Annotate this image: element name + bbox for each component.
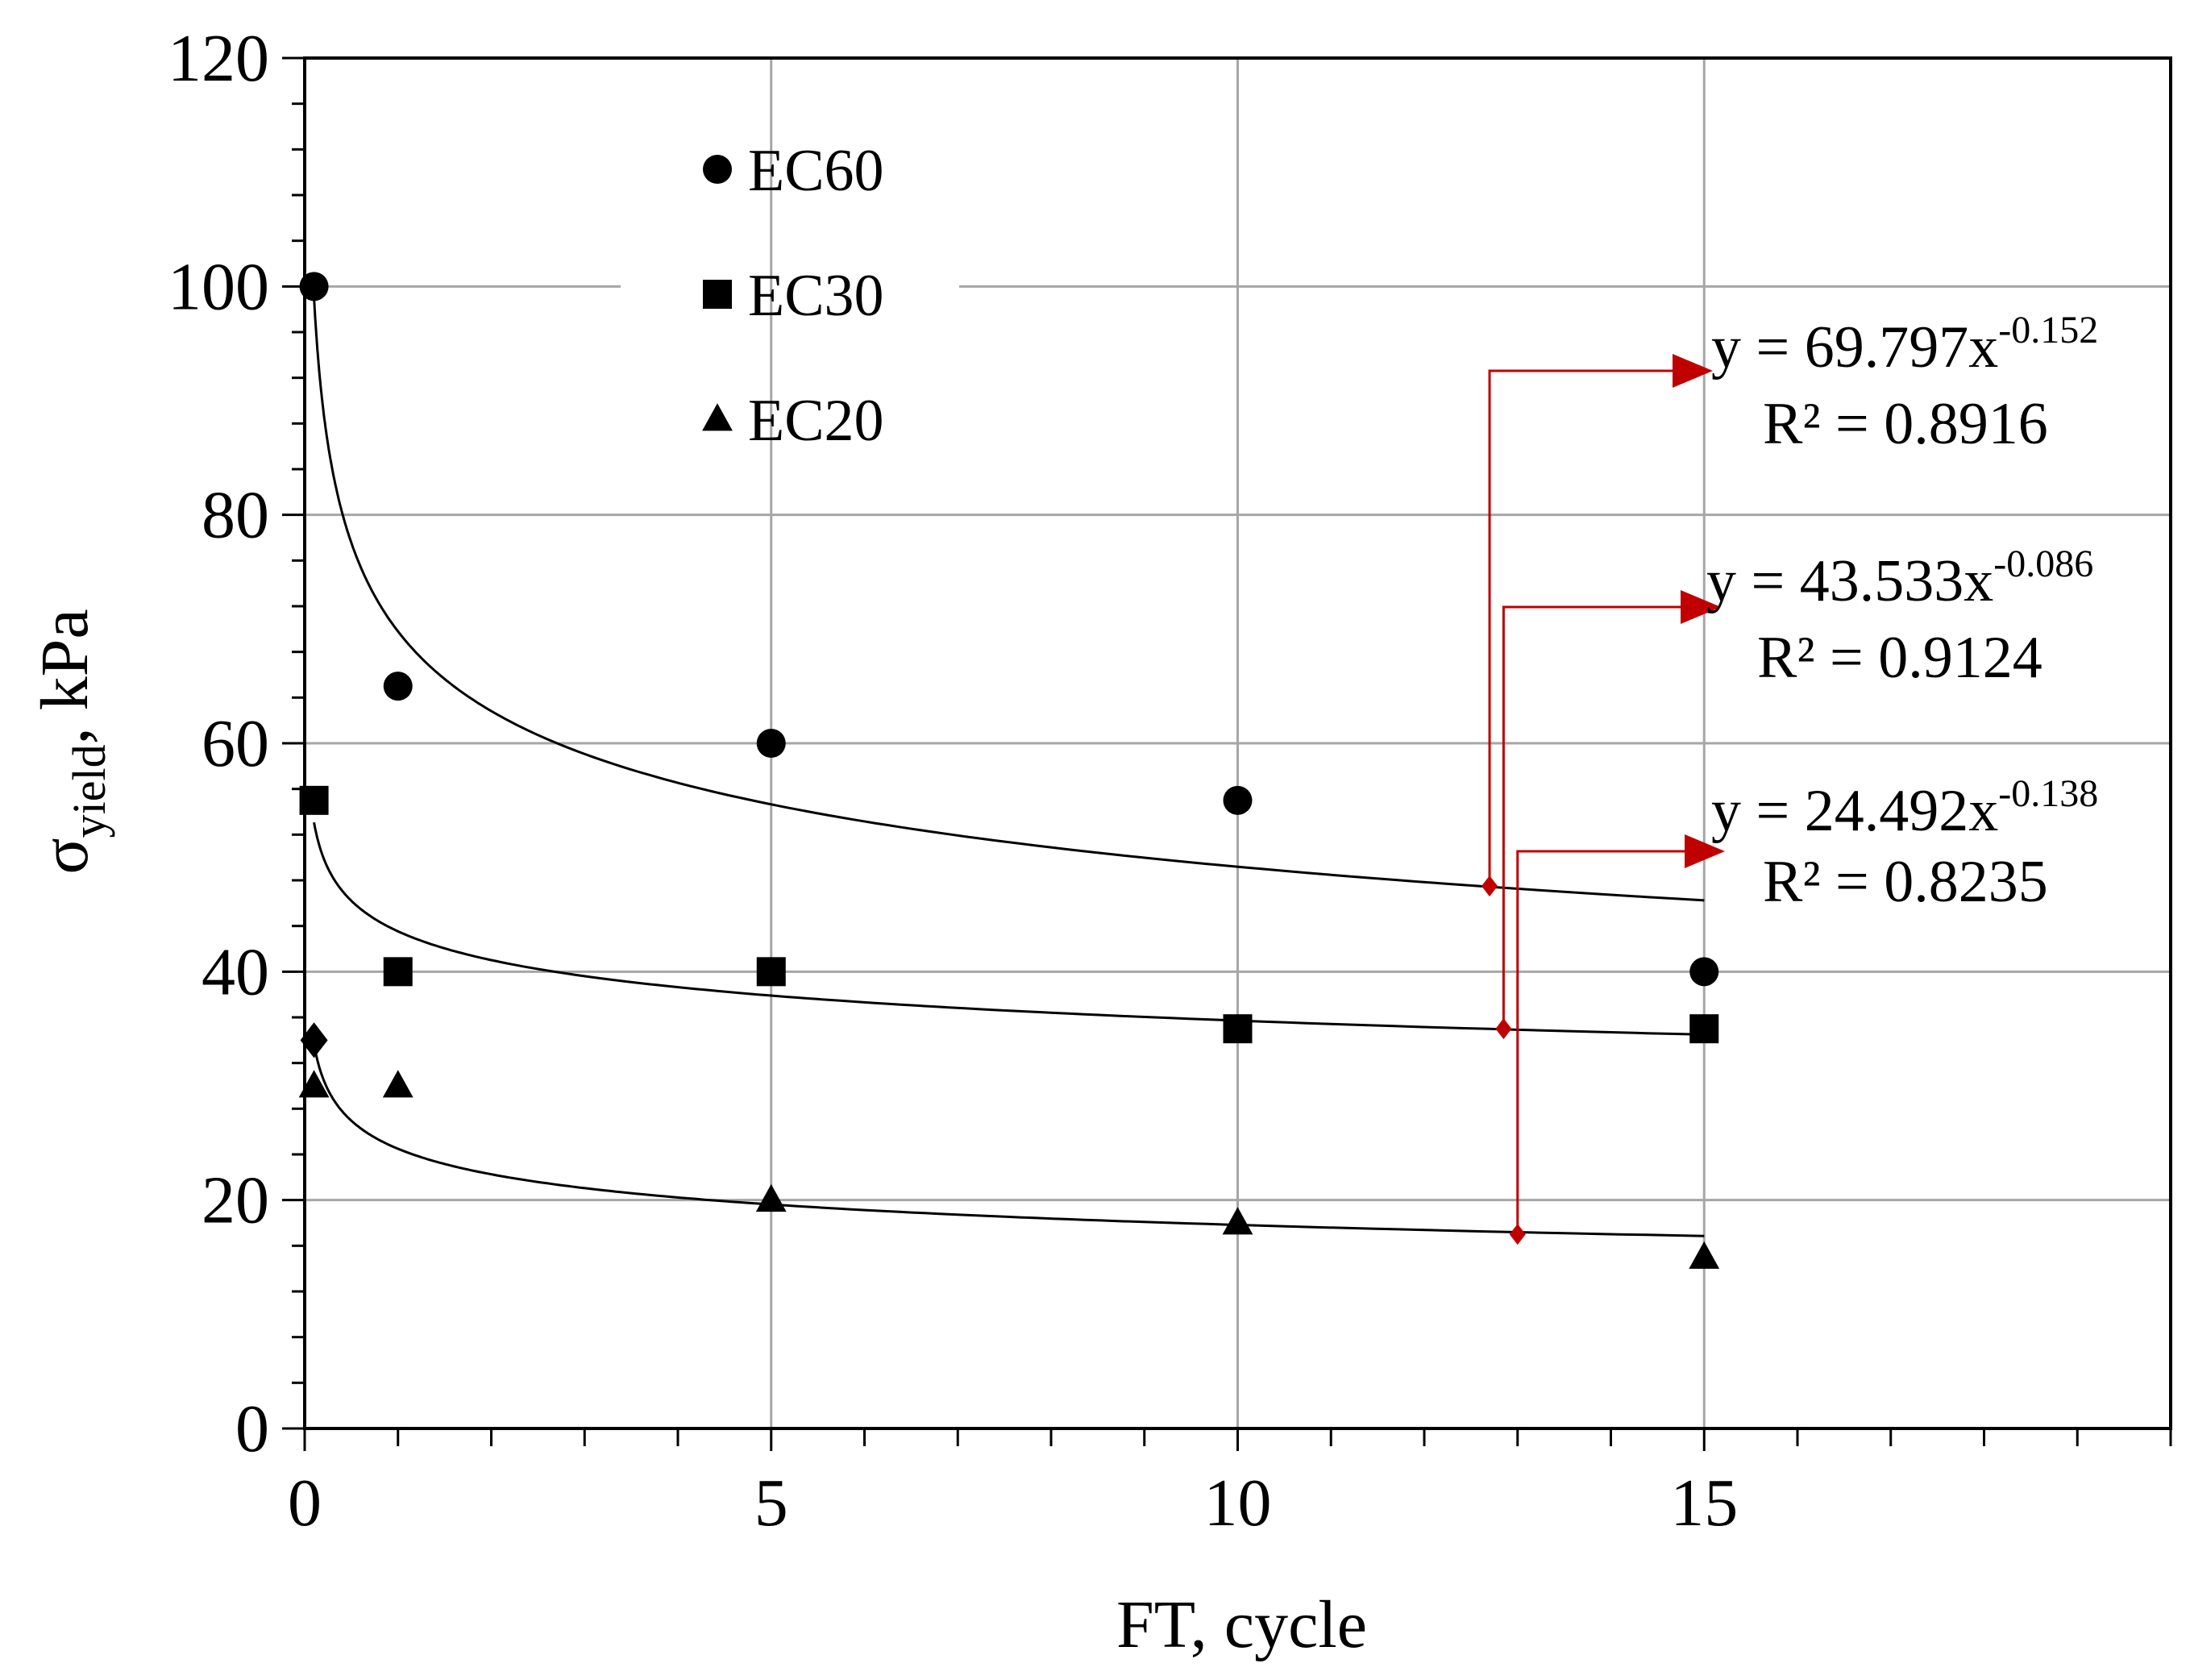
x-axis-title: FT, cycle	[1116, 1587, 1367, 1662]
fit-curve-ec60	[313, 297, 1705, 902]
fit-r-squared: R² = 0.9124	[1757, 625, 2042, 691]
annotation-leader-line	[1488, 369, 1677, 887]
fit-curves	[313, 297, 1705, 1237]
data-point-ec60	[383, 672, 413, 701]
y-tick-label: 100	[168, 249, 269, 324]
data-point-ec60	[299, 272, 329, 301]
annotation-anchor-diamond	[1495, 1018, 1512, 1040]
fit-annotation-1: y = 69.797x-0.152 R² = 0.8916	[1481, 309, 2098, 897]
data-point-ec60	[1689, 957, 1719, 987]
y-axis-title: σyield, kPa	[27, 609, 115, 874]
legend-marker-ec30	[703, 280, 732, 309]
legend-label: EC60	[748, 138, 884, 204]
data-point-ec30	[1223, 1014, 1253, 1044]
data-point-ec20	[298, 1070, 330, 1098]
data-point-ec30	[383, 957, 413, 987]
data-point-ec30	[756, 957, 786, 987]
y-tick-label: 20	[202, 1163, 269, 1238]
data-point-ec20	[1222, 1207, 1253, 1235]
y-tick-label: 80	[202, 478, 269, 553]
x-tick-label: 10	[1204, 1466, 1272, 1541]
y-tick-label: 0	[235, 1391, 269, 1466]
data-point-ec30	[1689, 1014, 1719, 1044]
data-point-ec20	[382, 1070, 413, 1098]
legend-entry-ec20: EC20	[702, 388, 884, 454]
legend: EC60 EC30 EC20	[702, 138, 884, 454]
x-tick-label: 0	[288, 1466, 322, 1541]
legend-entry-ec60: EC60	[703, 138, 884, 204]
legend-marker-ec60	[703, 155, 732, 184]
annotation-anchor-diamond	[1509, 1224, 1526, 1245]
fit-r-squared: R² = 0.8916	[1763, 391, 2048, 457]
y-tick-label: 40	[202, 934, 269, 1009]
fit-r-squared: R² = 0.8235	[1763, 849, 2048, 915]
y-tick-label: 60	[202, 706, 269, 781]
legend-label: EC30	[748, 263, 884, 329]
annotation-arrowhead	[1681, 590, 1721, 624]
fit-curve-ec20	[313, 1043, 1705, 1237]
fit-annotation-2: y = 43.533x-0.086 R² = 0.9124	[1495, 543, 2093, 1040]
legend-label: EC20	[748, 388, 884, 454]
y-tick-label: 120	[168, 21, 269, 96]
data-point-ec20	[1689, 1241, 1720, 1269]
annotation-arrowhead	[1685, 834, 1725, 868]
annotation-arrowhead	[1673, 354, 1713, 388]
x-tick-label: 5	[754, 1466, 788, 1541]
data-point-extra	[300, 1022, 328, 1058]
data-point-ec60	[1223, 785, 1253, 815]
legend-marker-ec20	[702, 403, 733, 431]
legend-entry-ec30: EC30	[703, 263, 884, 329]
data-point-ec60	[756, 729, 786, 758]
annotation-anchor-diamond	[1481, 875, 1498, 897]
data-point-ec20	[755, 1183, 787, 1212]
fit-equation: y = 69.797x-0.152	[1711, 309, 2098, 380]
annotation-leader-line	[1502, 605, 1685, 1029]
axes: 0 20 40 60 80 100 120 0 5 10 15 FT, cycle σyield, kP…	[27, 21, 2172, 1662]
x-tick-label: 15	[1670, 1466, 1738, 1541]
fit-equation: y = 24.492x-0.138	[1711, 772, 2098, 844]
fit-annotations: y = 69.797x-0.152 R² = 0.8916 y = 43.533x-…	[1481, 309, 2098, 1245]
fit-equation: y = 43.533x-0.086	[1706, 543, 2093, 614]
annotation-leader-line	[1516, 850, 1689, 1235]
fit-curve-ec30	[313, 821, 1705, 1036]
